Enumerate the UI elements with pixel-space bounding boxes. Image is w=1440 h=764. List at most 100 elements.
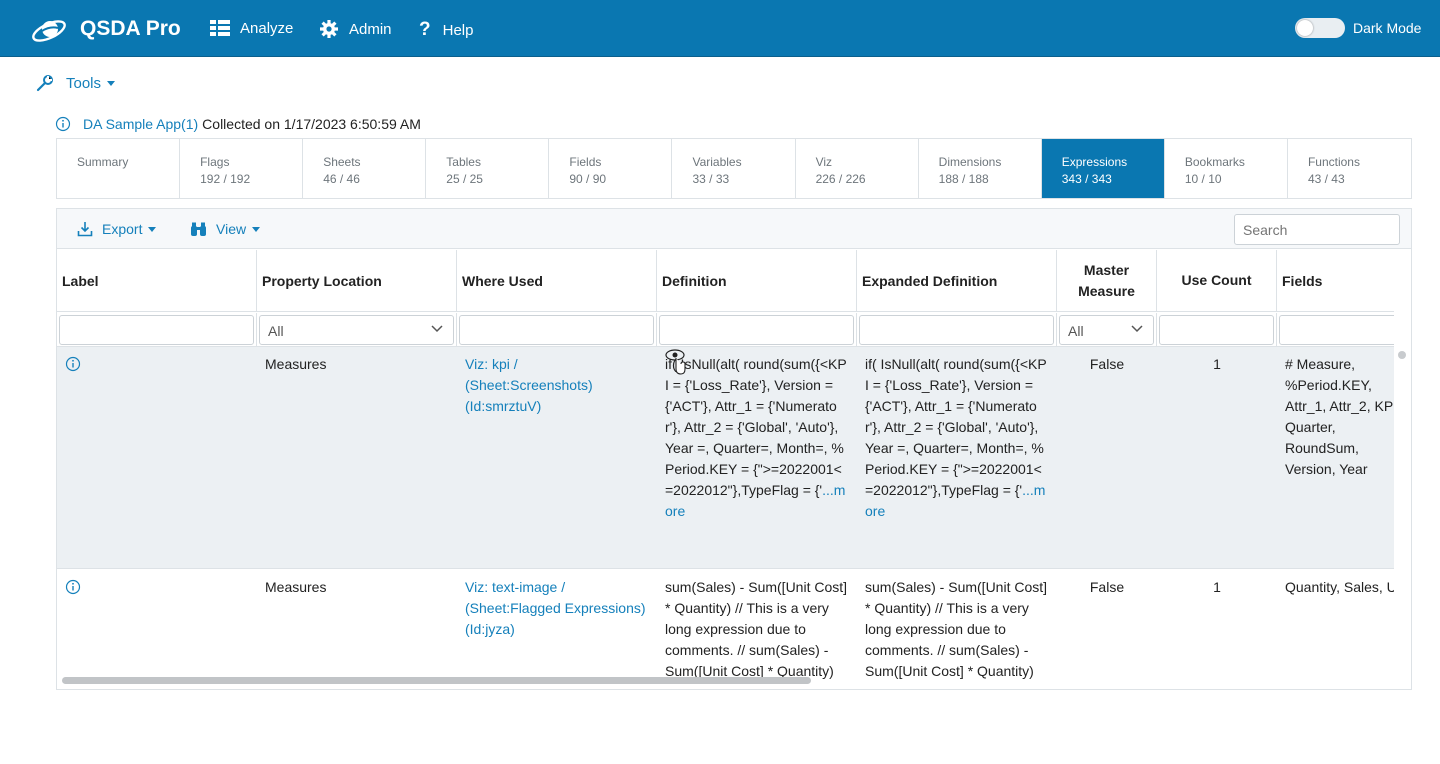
tab-tables[interactable]: Tables 25 / 25	[426, 139, 550, 198]
tab-sheets[interactable]: Sheets 46 / 46	[303, 139, 427, 198]
tab-count: 192 / 192	[200, 172, 251, 186]
tab-count: 188 / 188	[938, 172, 989, 186]
toggle-knob	[1297, 20, 1313, 36]
cell-definition: if( IsNull(alt( round(sum({<KPI = {'Loss…	[657, 347, 857, 529]
filter-fields-input[interactable]	[1279, 315, 1394, 345]
filter-master-measure-select[interactable]: All	[1059, 315, 1154, 345]
tab-label: Variables	[692, 155, 742, 169]
cell-use-count: 1	[1213, 356, 1221, 372]
filter-definition	[657, 313, 857, 347]
tab-label: Expressions	[1061, 155, 1128, 169]
grid-right-gutter	[1394, 250, 1411, 680]
nav-analyze-label: Analyze	[240, 19, 294, 37]
cell-definition: sum(Sales) - Sum([Unit Cost] * Quantity)…	[665, 579, 848, 679]
filter-where-used-input[interactable]	[459, 315, 654, 345]
more-link[interactable]: ...more	[665, 482, 846, 519]
expressions-table-panel: Export View Label Property Location Wher…	[56, 208, 1412, 690]
tab-bookmarks[interactable]: Bookmarks 10 / 10	[1165, 139, 1288, 198]
export-button[interactable]: Export	[77, 221, 157, 237]
tab-label: Flags	[200, 155, 230, 169]
filter-master-measure: All	[1057, 313, 1157, 347]
cell-where-used-link[interactable]: Viz: kpi / (Sheet:Screenshots) (Id:smrzt…	[465, 356, 593, 414]
column-header-expanded-definition[interactable]: Expanded Definition	[857, 250, 1057, 312]
tab-viz[interactable]: Viz 226 / 226	[796, 139, 919, 198]
cell-expanded-definition: if( IsNull(alt( round(sum({<KPI = {'Loss…	[857, 347, 1057, 529]
filter-value: All	[268, 323, 284, 339]
info-icon[interactable]	[65, 579, 81, 595]
tools-menu[interactable]: Tools	[36, 74, 116, 92]
tab-label: Tables	[446, 155, 481, 169]
question-icon: ?	[419, 19, 431, 40]
tab-label: Dimensions	[938, 155, 1002, 169]
column-header-label[interactable]: Label	[57, 250, 257, 312]
tab-functions[interactable]: Functions 43 / 43	[1288, 139, 1411, 198]
info-icon[interactable]	[65, 356, 81, 372]
tab-label: Functions	[1307, 155, 1360, 169]
tab-count: 33 / 33	[692, 172, 730, 186]
qsda-logo-icon	[32, 20, 66, 42]
view-button[interactable]: View	[190, 221, 261, 237]
tab-count: 343 / 343	[1061, 172, 1112, 186]
caret-down-icon	[252, 226, 261, 232]
column-header-fields[interactable]: Fields	[1277, 250, 1394, 312]
filter-property-location-select[interactable]: All	[259, 315, 454, 345]
cell-fields: # Measure, %Period.KEY, Attr_1, Attr_2, …	[1285, 356, 1394, 477]
cell-fields: Quantity, Sales, Unit Cost	[1285, 579, 1394, 595]
filter-definition-input[interactable]	[659, 315, 854, 345]
nav-analyze[interactable]: Analyze	[210, 19, 293, 37]
tab-fields[interactable]: Fields 90 / 90	[549, 139, 673, 198]
filter-use-count-input[interactable]	[1159, 315, 1274, 345]
cell-where-used-link[interactable]: Viz: text-image / (Sheet:Flagged Express…	[465, 579, 646, 637]
nav-admin[interactable]: Admin	[319, 19, 392, 39]
tab-label: Bookmarks	[1184, 155, 1245, 169]
cell-property-location: Measures	[265, 356, 327, 372]
more-link[interactable]: ...more	[865, 482, 1046, 519]
table-toolbar: Export View	[57, 209, 1411, 249]
tab-count: 46 / 46	[323, 172, 360, 186]
filter-property-location: All	[257, 313, 457, 347]
tab-label: Summary	[77, 155, 129, 169]
column-header-definition[interactable]: Definition	[657, 250, 857, 312]
table-row[interactable]: Measures Viz: text-image / (Sheet:Flagge…	[57, 570, 1394, 680]
tab-count: 226 / 226	[815, 172, 866, 186]
tab-dimensions[interactable]: Dimensions 188 / 188	[919, 139, 1042, 198]
horizontal-scrollbar[interactable]	[62, 677, 811, 684]
filter-expanded-definition-input[interactable]	[859, 315, 1054, 345]
tab-variables[interactable]: Variables 33 / 33	[672, 139, 796, 198]
vertical-scrollbar[interactable]	[1398, 351, 1406, 359]
list-icon	[210, 19, 230, 37]
definition-text: if( IsNull(alt( round(sum({<KPI = {'Loss…	[665, 356, 847, 498]
tab-count: 25 / 25	[446, 172, 483, 186]
brand-title[interactable]: QSDA Pro	[80, 17, 181, 40]
view-label: View	[216, 221, 247, 237]
tab-summary[interactable]: Summary	[57, 139, 181, 198]
nav-help-label: Help	[442, 21, 474, 39]
nav-help[interactable]: ? Help	[419, 19, 473, 41]
table-row[interactable]: Measures Viz: kpi / (Sheet:Screenshots) …	[57, 347, 1394, 569]
column-header-use-count[interactable]: Use Count	[1157, 250, 1277, 312]
expanded-definition-text: if( IsNull(alt( round(sum({<KPI = {'Loss…	[865, 356, 1047, 498]
expressions-grid: Label Property Location Where Used Defin…	[57, 250, 1394, 680]
column-header-where-used[interactable]: Where Used	[457, 250, 657, 312]
tab-flags[interactable]: Flags 192 / 192	[180, 139, 304, 198]
column-header-property-location[interactable]: Property Location	[257, 250, 457, 312]
info-icon[interactable]	[55, 116, 71, 132]
tab-expressions[interactable]: Expressions 343 / 343	[1041, 139, 1165, 198]
gear-icon	[319, 19, 339, 39]
tab-label: Fields	[569, 155, 602, 169]
filter-where-used	[457, 313, 657, 347]
dark-mode-label: Dark Mode	[1353, 20, 1422, 36]
tab-count: 43 / 43	[1307, 172, 1345, 186]
category-tabs: Summary Flags 192 / 192 Sheets 46 / 46 Tab…	[56, 138, 1412, 199]
caret-down-icon	[148, 226, 157, 232]
filter-label-input[interactable]	[59, 315, 254, 345]
filter-use-count	[1157, 313, 1277, 347]
search-input[interactable]	[1234, 214, 1400, 245]
chevron-down-icon	[1131, 325, 1143, 333]
column-header-master-measure[interactable]: Master Measure	[1057, 250, 1157, 312]
hand-cursor-icon	[665, 349, 686, 375]
app-name-link[interactable]: DA Sample App(1)	[83, 116, 199, 132]
tab-count: 10 / 10	[1184, 172, 1222, 186]
dark-mode-toggle[interactable]	[1295, 18, 1345, 38]
filter-value: All	[1068, 323, 1084, 339]
